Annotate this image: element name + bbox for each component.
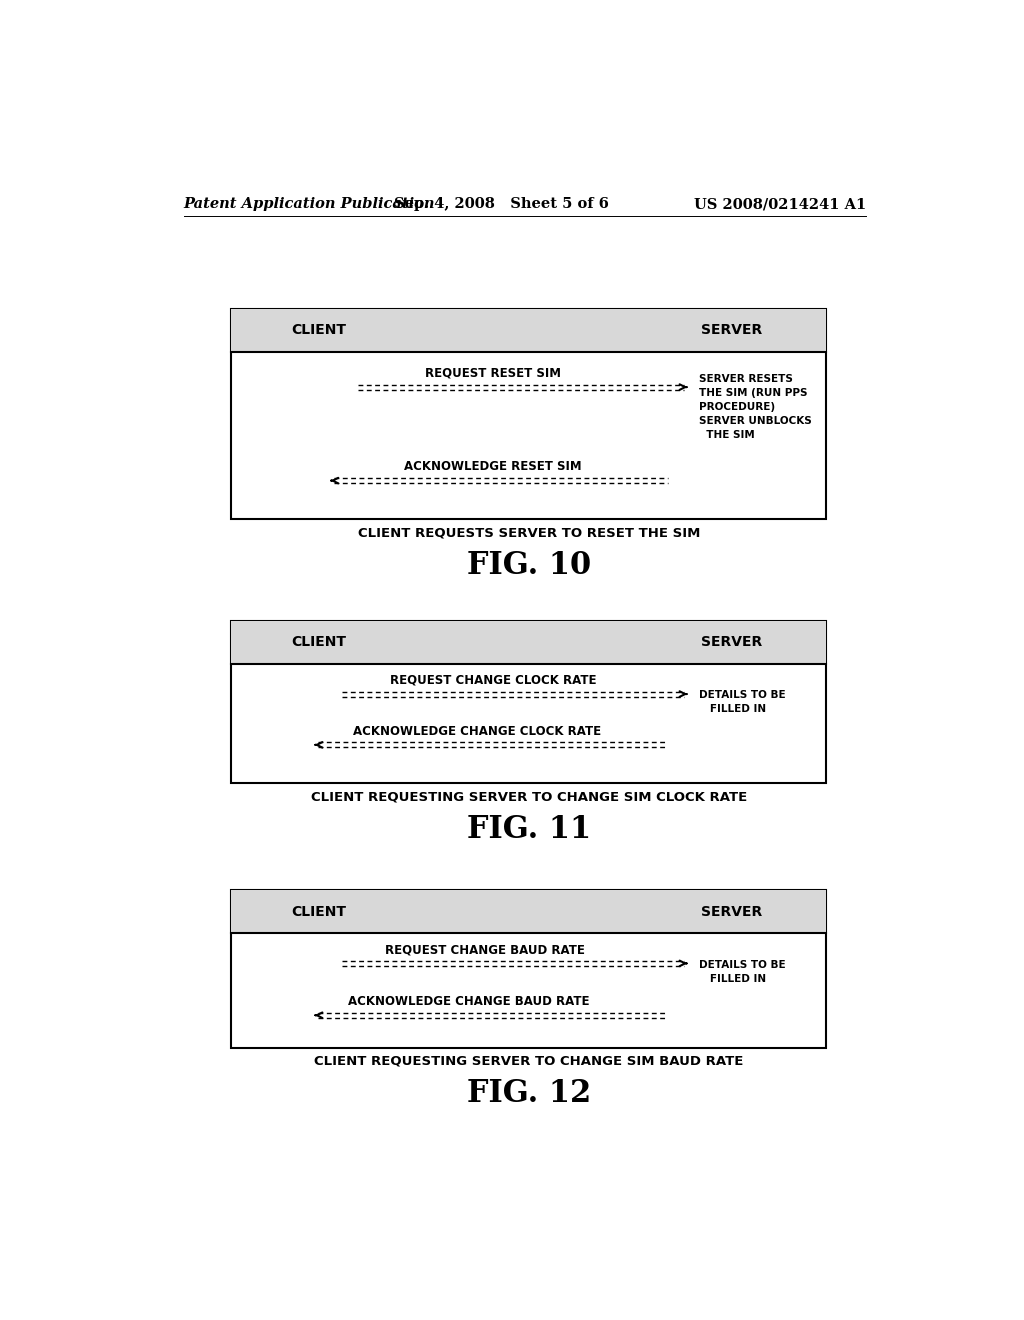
Text: REQUEST CHANGE CLOCK RATE: REQUEST CHANGE CLOCK RATE [390,675,596,686]
Bar [231,309,826,519]
Text: Sep. 4, 2008   Sheet 5 of 6: Sep. 4, 2008 Sheet 5 of 6 [393,197,608,211]
Bar [231,620,826,664]
Text: Patent Application Publication: Patent Application Publication [183,197,435,211]
Bar [231,620,826,784]
Text: SERVER: SERVER [700,904,762,919]
Text: REQUEST CHANGE BAUD RATE: REQUEST CHANGE BAUD RATE [385,944,585,956]
Text: ACKNOWLEDGE RESET SIM: ACKNOWLEDGE RESET SIM [404,461,582,474]
Bar [231,309,826,351]
Text: SERVER: SERVER [700,323,762,337]
Text: CLIENT REQUESTS SERVER TO RESET THE SIM: CLIENT REQUESTS SERVER TO RESET THE SIM [357,527,700,540]
Text: ACKNOWLEDGE CHANGE BAUD RATE: ACKNOWLEDGE CHANGE BAUD RATE [348,995,590,1008]
Text: SERVER: SERVER [700,635,762,649]
Text: CLIENT: CLIENT [291,635,346,649]
Text: FIG. 11: FIG. 11 [467,814,591,845]
Bar [231,890,826,933]
Text: REQUEST RESET SIM: REQUEST RESET SIM [425,367,561,380]
Text: DETAILS TO BE
   FILLED IN: DETAILS TO BE FILLED IN [699,690,786,714]
Text: DETAILS TO BE
   FILLED IN: DETAILS TO BE FILLED IN [699,960,786,983]
Text: FIG. 10: FIG. 10 [467,549,591,581]
Bar [231,890,826,1048]
Text: SERVER RESETS
THE SIM (RUN PPS
PROCEDURE)
SERVER UNBLOCKS
  THE SIM: SERVER RESETS THE SIM (RUN PPS PROCEDURE… [699,375,812,441]
Text: CLIENT: CLIENT [291,904,346,919]
Text: CLIENT: CLIENT [291,323,346,337]
Text: CLIENT REQUESTING SERVER TO CHANGE SIM BAUD RATE: CLIENT REQUESTING SERVER TO CHANGE SIM B… [314,1055,743,1068]
Text: US 2008/0214241 A1: US 2008/0214241 A1 [694,197,866,211]
Text: FIG. 12: FIG. 12 [467,1078,591,1109]
Text: CLIENT REQUESTING SERVER TO CHANGE SIM CLOCK RATE: CLIENT REQUESTING SERVER TO CHANGE SIM C… [310,791,746,804]
Text: ACKNOWLEDGE CHANGE CLOCK RATE: ACKNOWLEDGE CHANGE CLOCK RATE [353,725,601,738]
